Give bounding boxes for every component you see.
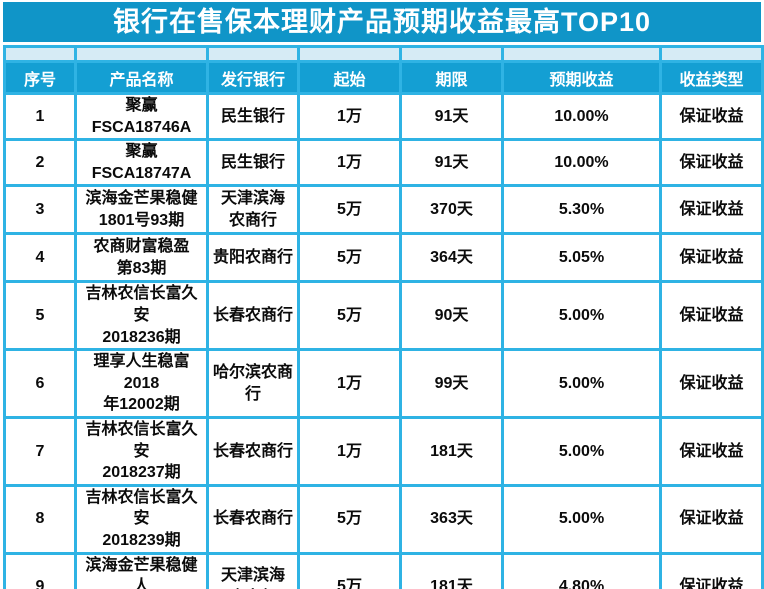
cell-rank: 5 [3, 280, 77, 352]
table-row: 2 聚赢FSCA18747A 民生银行 1万 91天 10.00% 保证收益 [3, 138, 764, 188]
cell-term: 91天 [399, 138, 504, 188]
cell-product: 理享人生稳富2018 年12002期 [74, 348, 209, 419]
table-row: 6 理享人生稳富2018 年12002期 哈尔滨农商行 1万 99天 5.00% 保证收益 [3, 348, 764, 419]
cell-yield-type: 保证收益 [659, 138, 764, 188]
cell-rank: 2 [3, 138, 77, 188]
cell-min-amount: 5万 [297, 483, 402, 555]
table-row: 3 滨海金芒果稳健 1801号93期 天津滨海 农商行 5万 370天 5.30% 保证收益 [3, 184, 764, 236]
cell-expected-yield: 4.80% [501, 551, 662, 589]
page-title: 银行在售保本理财产品预期收益最高TOP10 [3, 2, 761, 42]
cell-product: 吉林农信长富久安 2018239期 [74, 483, 209, 555]
table-row: 5 吉林农信长富久安 2018236期 长春农商行 5万 90天 5.00% 保证收益 [3, 280, 764, 352]
cell-min-amount: 5万 [297, 551, 402, 589]
cell-expected-yield: 5.00% [501, 415, 662, 487]
table-row: 4 农商财富稳盈 第83期 贵阳农商行 5万 364天 5.05% 保证收益 [3, 232, 764, 284]
cell-term: 370天 [399, 184, 504, 236]
cell-rank: 8 [3, 483, 77, 555]
cell-yield-type: 保证收益 [659, 232, 764, 284]
cell-bank: 哈尔滨农商行 [206, 348, 300, 419]
table-body: 1 聚赢FSCA18746A 民生银行 1万 91天 10.00% 保证收益 2 聚赢FSCA1… [3, 91, 764, 589]
cell-bank: 民生银行 [206, 138, 300, 188]
cell-min-amount: 1万 [297, 138, 402, 188]
cell-product: 滨海金芒果稳健人 民币1801号92期 [74, 551, 209, 589]
cell-term: 99天 [399, 348, 504, 419]
cell-bank: 民生银行 [206, 91, 300, 142]
cell-bank: 长春农商行 [206, 280, 300, 352]
cell-term: 91天 [399, 91, 504, 142]
cell-min-amount: 1万 [297, 91, 402, 142]
cell-rank: 9 [3, 551, 77, 589]
cell-term: 363天 [399, 483, 504, 555]
spacer-cell [206, 45, 300, 63]
cell-expected-yield: 10.00% [501, 91, 662, 142]
data-table: 序号 产品名称 发行银行 起始 期限 预期收益 收益类型 1 聚赢FSCA1874… [3, 45, 764, 589]
cell-bank: 贵阳农商行 [206, 232, 300, 284]
cell-bank: 天津滨海 农商行 [206, 551, 300, 589]
column-header-term: 期限 [399, 60, 504, 95]
cell-term: 181天 [399, 551, 504, 589]
cell-term: 90天 [399, 280, 504, 352]
cell-expected-yield: 5.30% [501, 184, 662, 236]
cell-min-amount: 5万 [297, 280, 402, 352]
cell-yield-type: 保证收益 [659, 184, 764, 236]
cell-bank: 长春农商行 [206, 483, 300, 555]
cell-product: 聚赢FSCA18747A [74, 138, 209, 188]
cell-min-amount: 1万 [297, 415, 402, 487]
table-row: 8 吉林农信长富久安 2018239期 长春农商行 5万 363天 5.00% 保证收益 [3, 483, 764, 555]
cell-expected-yield: 5.05% [501, 232, 662, 284]
column-header-product: 产品名称 [74, 60, 209, 95]
cell-expected-yield: 10.00% [501, 138, 662, 188]
cell-bank: 天津滨海 农商行 [206, 184, 300, 236]
cell-rank: 4 [3, 232, 77, 284]
cell-term: 181天 [399, 415, 504, 487]
spacer-cell [501, 45, 662, 63]
cell-bank: 长春农商行 [206, 415, 300, 487]
spacer-cell [3, 45, 77, 63]
spacer-cell [297, 45, 402, 63]
cell-yield-type: 保证收益 [659, 415, 764, 487]
cell-yield-type: 保证收益 [659, 280, 764, 352]
cell-min-amount: 5万 [297, 232, 402, 284]
cell-product: 聚赢FSCA18746A [74, 91, 209, 142]
table-row: 7 吉林农信长富久安 2018237期 长春农商行 1万 181天 5.00% 保证收益 [3, 415, 764, 487]
spacer-row [3, 45, 764, 63]
cell-min-amount: 1万 [297, 348, 402, 419]
column-header-expected-yield: 预期收益 [501, 60, 662, 95]
cell-yield-type: 保证收益 [659, 91, 764, 142]
column-header-min-amount: 起始 [297, 60, 402, 95]
cell-rank: 1 [3, 91, 77, 142]
cell-product: 吉林农信长富久安 2018236期 [74, 280, 209, 352]
cell-expected-yield: 5.00% [501, 483, 662, 555]
header-row: 序号 产品名称 发行银行 起始 期限 预期收益 收益类型 [3, 60, 764, 95]
cell-rank: 7 [3, 415, 77, 487]
spacer-cell [399, 45, 504, 63]
column-header-bank: 发行银行 [206, 60, 300, 95]
cell-term: 364天 [399, 232, 504, 284]
cell-yield-type: 保证收益 [659, 348, 764, 419]
cell-min-amount: 5万 [297, 184, 402, 236]
cell-expected-yield: 5.00% [501, 348, 662, 419]
table-row: 1 聚赢FSCA18746A 民生银行 1万 91天 10.00% 保证收益 [3, 91, 764, 142]
cell-yield-type: 保证收益 [659, 551, 764, 589]
cell-product: 农商财富稳盈 第83期 [74, 232, 209, 284]
column-header-rank: 序号 [3, 60, 77, 95]
cell-expected-yield: 5.00% [501, 280, 662, 352]
column-header-yield-type: 收益类型 [659, 60, 764, 95]
spacer-cell [74, 45, 209, 63]
cell-rank: 3 [3, 184, 77, 236]
spacer-cell [659, 45, 764, 63]
cell-yield-type: 保证收益 [659, 483, 764, 555]
cell-product: 滨海金芒果稳健 1801号93期 [74, 184, 209, 236]
cell-rank: 6 [3, 348, 77, 419]
cell-product: 吉林农信长富久安 2018237期 [74, 415, 209, 487]
